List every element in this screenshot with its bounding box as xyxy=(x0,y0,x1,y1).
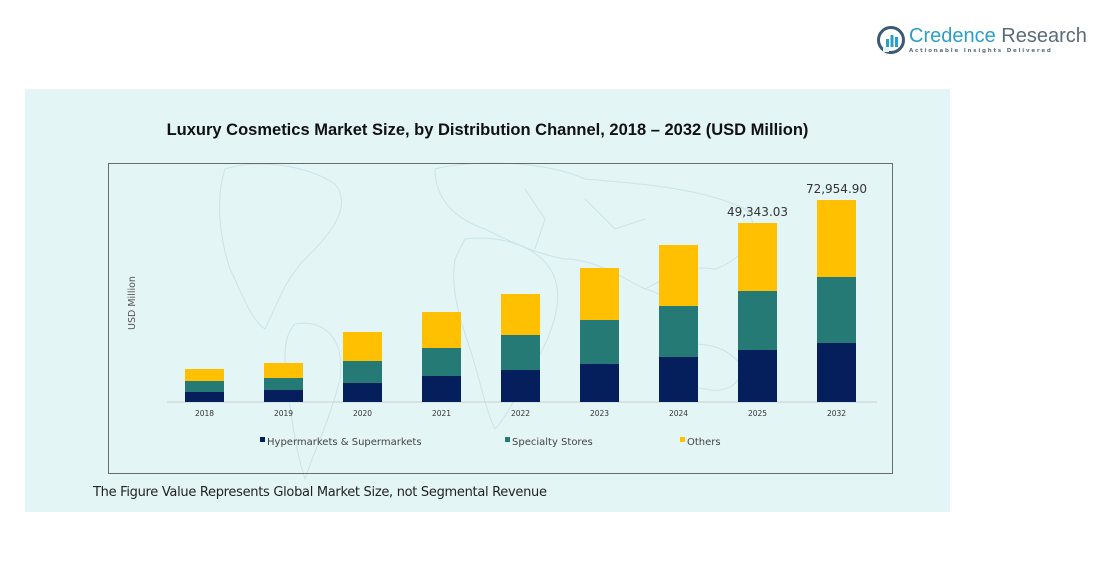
bar-others-2023 xyxy=(580,267,619,320)
x-tick-label: 2032 xyxy=(827,409,846,418)
x-tick-label: 2025 xyxy=(748,409,767,418)
brand-logo: Credence Research Actionable Insights De… xyxy=(877,24,1087,56)
chart-panel: Luxury Cosmetics Market Size, by Distrib… xyxy=(25,89,950,512)
bar-others-2025 xyxy=(738,223,777,291)
x-tick-label: 2024 xyxy=(669,409,688,418)
x-tick-label: 2022 xyxy=(511,409,530,418)
bar-hypermarkets-supermarkets-2022 xyxy=(501,369,540,402)
bar-specialty-stores-2025 xyxy=(738,290,777,350)
x-tick-label: 2018 xyxy=(195,409,214,418)
bar-others-2032 xyxy=(817,200,856,277)
chart-title: Luxury Cosmetics Market Size, by Distrib… xyxy=(166,121,809,139)
bar-others-2019 xyxy=(264,362,303,378)
stacked-bar-chart: USD Million 2018 2019 2020 2021 2022 2023 2024… xyxy=(127,182,877,448)
x-tick-label: 2021 xyxy=(432,409,451,418)
bar-hypermarkets-supermarkets-2025 xyxy=(738,349,777,402)
bar-specialty-stores-2018 xyxy=(185,380,224,392)
bar-hypermarkets-supermarkets-2020 xyxy=(343,382,382,402)
legend-label-others: Others xyxy=(687,437,721,448)
bar-hypermarkets-supermarkets-2018 xyxy=(185,391,224,402)
bar-hypermarkets-supermarkets-2023 xyxy=(580,363,619,402)
bar-others-2018 xyxy=(185,368,224,381)
bar-others-2020 xyxy=(343,331,382,361)
brand-name: Credence Research xyxy=(909,26,1087,46)
bar-hypermarkets-supermarkets-2021 xyxy=(422,375,461,402)
bar-others-2021 xyxy=(422,311,461,348)
world-map-background xyxy=(219,162,754,481)
total-label-2032: 72,954.90 xyxy=(806,182,867,196)
footnote: The Figure Value Represents Global Marke… xyxy=(93,485,547,500)
bar-hypermarkets-supermarkets-2024 xyxy=(659,356,698,402)
brand-name-part1: Credence xyxy=(909,24,996,47)
bar-specialty-stores-2020 xyxy=(343,360,382,383)
bar-hypermarkets-supermarkets-2019 xyxy=(264,389,303,402)
credence-logo-icon xyxy=(877,26,905,54)
bar-specialty-stores-2024 xyxy=(659,305,698,357)
bar-specialty-stores-2023 xyxy=(580,319,619,364)
x-tick-label: 2020 xyxy=(353,409,372,418)
brand-name-part2: Research xyxy=(995,24,1087,47)
bar-others-2022 xyxy=(501,293,540,335)
total-label-2025: 49,343.03 xyxy=(727,205,788,219)
x-tick-label: 2019 xyxy=(274,409,293,418)
y-axis-label: USD Million xyxy=(127,276,138,330)
plot-frame xyxy=(108,163,893,474)
bar-specialty-stores-2022 xyxy=(501,334,540,370)
bar-specialty-stores-2019 xyxy=(264,377,303,390)
legend-swatch-others xyxy=(680,437,685,442)
x-tick-label: 2023 xyxy=(590,409,609,418)
legend-swatch-hypermarkets-supermarkets xyxy=(260,437,265,442)
legend-swatch-specialty-stores xyxy=(505,437,510,442)
bar-others-2024 xyxy=(659,244,698,306)
bar-hypermarkets-supermarkets-2032 xyxy=(817,342,856,402)
brand-tagline: Actionable Insights Delivered xyxy=(909,47,1053,54)
legend-label-specialty-stores: Specialty Stores xyxy=(512,437,593,448)
legend-label-hypermarkets-supermarkets: Hypermarkets & Supermarkets xyxy=(267,437,422,448)
bar-specialty-stores-2032 xyxy=(817,276,856,343)
bar-specialty-stores-2021 xyxy=(422,347,461,376)
